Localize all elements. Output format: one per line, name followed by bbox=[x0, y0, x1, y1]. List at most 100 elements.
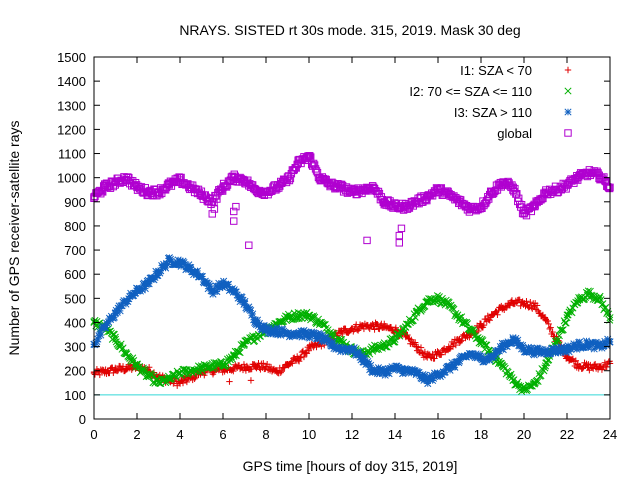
data-point bbox=[596, 363, 603, 371]
data-point bbox=[316, 173, 324, 182]
data-point bbox=[593, 167, 601, 175]
data-point bbox=[405, 335, 412, 342]
data-point bbox=[555, 332, 563, 340]
data-point bbox=[424, 354, 431, 361]
data-point bbox=[434, 294, 442, 302]
outlier-point bbox=[245, 241, 253, 249]
data-point bbox=[561, 319, 569, 327]
data-point bbox=[480, 321, 488, 329]
data-point bbox=[417, 307, 425, 315]
data-point bbox=[342, 325, 349, 332]
data-point bbox=[209, 365, 217, 373]
data-point bbox=[531, 380, 539, 388]
data-point bbox=[483, 341, 491, 349]
data-point bbox=[423, 297, 431, 305]
data-point bbox=[337, 345, 345, 353]
data-point bbox=[563, 345, 571, 353]
data-point bbox=[219, 361, 227, 369]
data-point bbox=[546, 325, 553, 333]
data-point bbox=[447, 301, 455, 309]
data-point bbox=[520, 386, 528, 394]
legend-marker bbox=[564, 129, 572, 137]
data-point bbox=[572, 357, 580, 364]
y-tick-label: 400 bbox=[64, 315, 86, 330]
data-point bbox=[273, 327, 281, 335]
outlier-point bbox=[208, 210, 216, 218]
data-point bbox=[374, 321, 381, 328]
x-tick-label: 16 bbox=[431, 427, 445, 442]
data-point bbox=[499, 304, 506, 312]
data-point bbox=[251, 186, 259, 194]
data-point bbox=[531, 347, 539, 355]
data-point bbox=[541, 188, 550, 196]
outlier-point bbox=[363, 236, 371, 245]
x-tick-label: 0 bbox=[90, 427, 97, 442]
data-point bbox=[541, 362, 550, 370]
data-point bbox=[520, 299, 528, 307]
data-point bbox=[494, 360, 502, 368]
data-point bbox=[391, 202, 399, 211]
outlier-point bbox=[397, 224, 406, 233]
data-point bbox=[219, 280, 227, 288]
data-point bbox=[122, 173, 130, 182]
series-i2-70-sza-110 bbox=[90, 287, 614, 396]
data-point bbox=[603, 309, 611, 317]
data-point bbox=[500, 363, 508, 371]
data-point bbox=[402, 367, 410, 375]
data-point bbox=[455, 314, 464, 322]
outlier-point bbox=[232, 202, 240, 211]
data-point bbox=[376, 325, 383, 333]
data-point bbox=[176, 369, 184, 377]
data-point bbox=[402, 323, 410, 331]
data-point bbox=[549, 328, 556, 336]
data-point bbox=[111, 335, 120, 343]
data-point bbox=[260, 360, 267, 367]
data-point bbox=[110, 313, 118, 321]
x-tick-label: 12 bbox=[345, 427, 359, 442]
outlier-point bbox=[230, 207, 238, 216]
data-point bbox=[230, 365, 237, 372]
data-point bbox=[574, 299, 582, 307]
data-point bbox=[230, 173, 238, 182]
data-point bbox=[248, 365, 255, 373]
data-point bbox=[585, 363, 592, 371]
data-point bbox=[208, 198, 216, 206]
y-tick-label: 1000 bbox=[57, 171, 86, 186]
data-point bbox=[552, 346, 560, 354]
data-point bbox=[165, 181, 173, 189]
y-tick-label: 1500 bbox=[57, 50, 86, 65]
data-point bbox=[563, 314, 571, 322]
data-point bbox=[298, 348, 306, 356]
legend-marker bbox=[564, 66, 572, 74]
data-point bbox=[249, 310, 257, 318]
x-tick-label: 2 bbox=[133, 427, 140, 442]
y-tick-label: 1300 bbox=[57, 98, 86, 113]
data-point bbox=[574, 361, 581, 368]
legend-marker bbox=[564, 87, 572, 95]
data-point bbox=[294, 329, 302, 337]
data-point bbox=[176, 379, 184, 386]
data-point bbox=[520, 210, 528, 218]
legend-label: I2: 70 <= SZA <= 110 bbox=[409, 84, 532, 99]
y-tick-label: 0 bbox=[79, 412, 86, 427]
data-point bbox=[434, 186, 442, 194]
data-point bbox=[595, 294, 603, 302]
data-point bbox=[531, 302, 538, 309]
data-point bbox=[289, 360, 296, 367]
data-point bbox=[527, 298, 534, 306]
data-point bbox=[112, 338, 120, 346]
data-point bbox=[484, 312, 491, 320]
data-point bbox=[97, 331, 105, 339]
x-tick-label: 14 bbox=[388, 427, 402, 442]
data-point bbox=[531, 202, 539, 211]
y-tick-label: 800 bbox=[64, 219, 86, 234]
x-axis-label: GPS time [hours of doy 315, 2019] bbox=[243, 458, 458, 474]
data-point bbox=[240, 299, 249, 307]
x-tick-label: 4 bbox=[176, 427, 183, 442]
data-point bbox=[165, 375, 173, 383]
data-point bbox=[477, 338, 485, 346]
data-point bbox=[277, 369, 284, 376]
chart-title: NRAYS. SISTED rt 30s mode. 315, 2019. Ma… bbox=[179, 22, 520, 38]
